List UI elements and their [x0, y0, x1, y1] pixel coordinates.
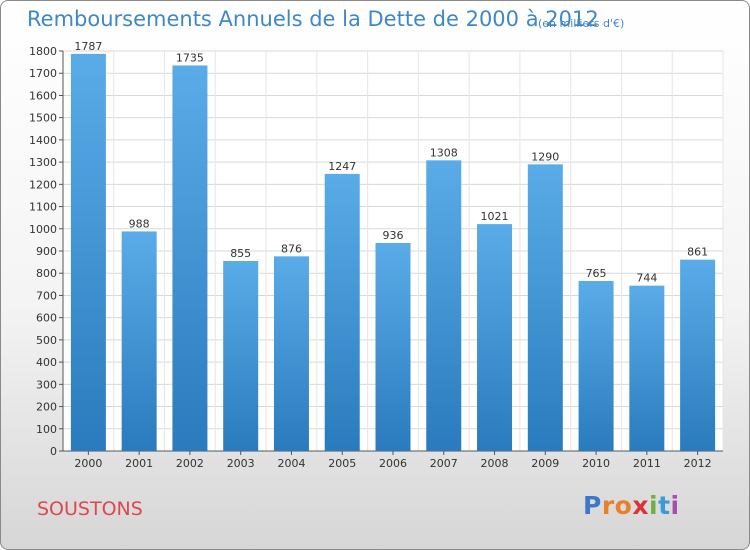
y-tick-label: 900: [36, 245, 57, 258]
bar: [223, 261, 259, 451]
bars: [70, 53, 716, 452]
bar: [273, 256, 309, 451]
logo-letter: i: [670, 491, 680, 520]
commune-name: SOUSTONS: [37, 498, 143, 520]
logo-letter: i: [649, 491, 659, 520]
logo-letter: r: [601, 491, 615, 520]
x-tick-label: 2012: [684, 457, 712, 470]
data-label: 855: [230, 247, 251, 260]
data-label: 1290: [531, 150, 559, 163]
x-tick-label: 2005: [328, 457, 356, 470]
y-tick-label: 500: [36, 334, 57, 347]
bar: [527, 164, 563, 452]
labels: 1787 988 1735 855 876 1247 936 1308 1021 1290 765 7…: [74, 40, 708, 285]
x-tick-label: 2003: [227, 457, 255, 470]
logo-letter: x: [632, 491, 649, 520]
x-tick-label: 2007: [430, 457, 458, 470]
y-tick-label: 300: [36, 378, 57, 391]
y-tick-label: 700: [36, 289, 57, 302]
logo-letter: o: [614, 491, 633, 520]
bar: [477, 224, 513, 451]
bar: [578, 281, 614, 451]
y-tick-label: 1300: [29, 156, 57, 169]
y-tick-label: 200: [36, 401, 57, 414]
data-label: 1247: [328, 160, 356, 173]
logo-letter: P: [583, 491, 602, 520]
x-tick-label: 2008: [481, 457, 509, 470]
y-tick-label: 1100: [29, 201, 57, 214]
bar: [375, 243, 411, 451]
chart-title: Remboursements Annuels de la Dette de 20…: [27, 7, 599, 31]
y-tick-label: 1400: [29, 134, 57, 147]
x-tick-label: 2000: [74, 457, 102, 470]
y-tick-label: 1000: [29, 223, 57, 236]
data-label: 1021: [481, 210, 509, 223]
bar: [70, 53, 106, 452]
y-tick-label: 1200: [29, 178, 57, 191]
data-label: 1308: [430, 146, 458, 159]
unit-note: (en milliers d'€): [538, 17, 625, 30]
bar: [121, 231, 157, 451]
y-tick-label: 100: [36, 423, 57, 436]
x-tick-label: 2011: [633, 457, 661, 470]
data-label: 744: [636, 272, 657, 285]
data-label: 1787: [74, 40, 102, 53]
data-label: 765: [586, 267, 607, 280]
x-tick-label: 2002: [176, 457, 204, 470]
y-tick-label: 1600: [29, 89, 57, 102]
x-tick-label: 2009: [531, 457, 559, 470]
bar: [426, 160, 462, 452]
bar: [629, 285, 665, 451]
data-label: 936: [383, 229, 404, 242]
x-tick-label: 2004: [277, 457, 305, 470]
y-tick-label: 1500: [29, 112, 57, 125]
y-tick-label: 0: [50, 445, 57, 458]
y-tick-label: 1800: [29, 45, 57, 58]
data-label: 861: [687, 246, 708, 259]
data-label: 1735: [176, 51, 204, 64]
bar: [680, 259, 716, 451]
bar: [172, 65, 208, 451]
y-tick-label: 400: [36, 356, 57, 369]
proxiti-logo: Proxiti: [583, 491, 680, 520]
y-tick-label: 600: [36, 312, 57, 325]
x-tick-label: 2001: [125, 457, 153, 470]
logo-letter: t: [658, 491, 671, 520]
x-tick-label: 2006: [379, 457, 407, 470]
data-label: 876: [281, 242, 302, 255]
y-tick-label: 800: [36, 267, 57, 280]
bar: [324, 173, 360, 451]
x-tick-label: 2010: [582, 457, 610, 470]
y-tick-label: 1700: [29, 67, 57, 80]
data-label: 988: [129, 217, 150, 230]
